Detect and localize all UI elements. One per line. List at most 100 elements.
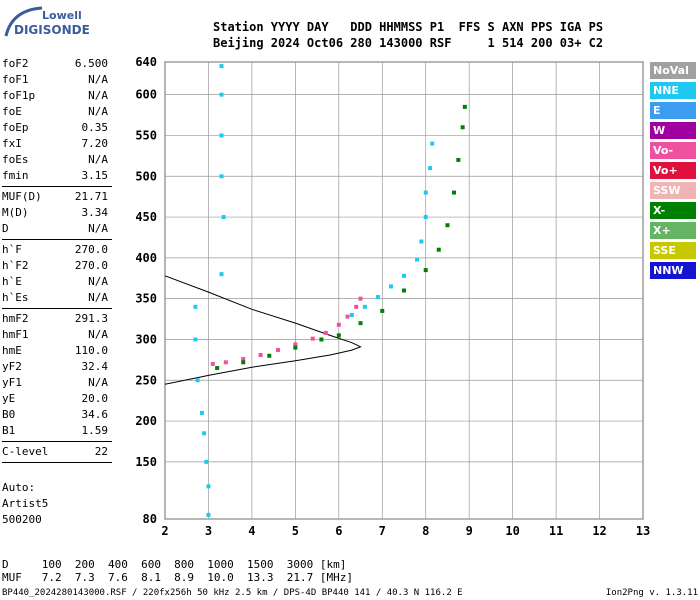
echo-point (460, 125, 465, 130)
y-tick-label: 400 (135, 251, 157, 265)
muf-table: D 100 200 400 600 800 1000 1500 3000 [km… (2, 558, 353, 584)
param-label: h`Es (2, 291, 29, 304)
param-value: 6.500 (74, 57, 108, 70)
param-label: fmin (2, 169, 29, 182)
param-value: 34.6 (81, 408, 109, 421)
legend-item: NNE (650, 82, 696, 99)
param-value: N/A (88, 89, 108, 102)
param-label: yF1 (2, 376, 22, 389)
x-tick-label: 6 (335, 524, 342, 538)
param-label: h`F2 (2, 259, 29, 272)
echo-point (193, 304, 198, 309)
param-separator (2, 186, 112, 187)
echo-point (456, 157, 461, 162)
legend-item: X+ (650, 222, 696, 239)
param-row: B1 1.59 (2, 423, 112, 439)
scaled-parameters-panel: foF2 6.500 foF1 N/A foF1p N/A foE N/A foEp 0.35 fx… (2, 56, 112, 465)
y-tick-label: 450 (135, 210, 157, 224)
echo-point (380, 308, 385, 313)
param-row: foEp 0.35 (2, 120, 112, 136)
echo-point (323, 330, 328, 335)
echo-point (219, 92, 224, 97)
echo-point (193, 337, 198, 342)
param-value: 3.15 (81, 169, 109, 182)
echo-point (362, 304, 367, 309)
x-tick-label: 3 (205, 524, 212, 538)
echo-point (258, 352, 263, 357)
electron-density-profile (164, 275, 362, 385)
y-tick-label: 600 (135, 88, 157, 102)
x-tick-label: 12 (592, 524, 606, 538)
echo-point (219, 272, 224, 277)
param-row: fxI 7.20 (2, 136, 112, 152)
echo-point (428, 166, 433, 171)
x-tick-label: 11 (549, 524, 563, 538)
file-info-footer: BP440_2024280143000.RSF / 220fx256h 50 k… (2, 588, 463, 598)
param-value: N/A (88, 291, 108, 304)
x-tick-label: 7 (379, 524, 386, 538)
header-line-1: Station YYYY DAY DDD HHMMSS P1 FFS S AXN… (213, 20, 604, 34)
legend-item: NoVal (650, 62, 696, 79)
param-value: 270.0 (74, 259, 108, 272)
echo-point (241, 357, 246, 362)
param-separator (2, 441, 112, 442)
param-label: foF1 (2, 73, 29, 86)
echo-point (219, 174, 224, 179)
legend-item: X- (650, 202, 696, 219)
param-value: 110.0 (74, 344, 108, 357)
param-label: yF2 (2, 360, 22, 373)
echo-point (415, 257, 420, 262)
param-value: 270.0 (74, 243, 108, 256)
x-tick-label: 4 (248, 524, 255, 538)
legend-item: NNW (650, 262, 696, 279)
legend-item: E (650, 102, 696, 119)
param-row: h`E N/A (2, 274, 112, 290)
param-row: M(D) 3.34 (2, 205, 112, 221)
echo-point (195, 378, 200, 383)
param-separator (2, 308, 112, 309)
param-label: D (2, 222, 9, 235)
param-value: N/A (88, 275, 108, 288)
param-row: yE 20.0 (2, 391, 112, 407)
station-header: Station YYYY DAY DDD HHMMSS P1 FFS S AXN… (213, 19, 603, 51)
logo-swoosh-icon (4, 6, 43, 37)
echo-point (221, 215, 226, 220)
param-label: foEs (2, 153, 29, 166)
x-tick-label: 10 (505, 524, 519, 538)
echo-point (402, 288, 406, 293)
echo-point (241, 360, 246, 365)
echo-point (423, 215, 428, 220)
echo-point (358, 321, 363, 326)
y-tick-label: 500 (135, 169, 157, 183)
param-label: h`F (2, 243, 22, 256)
muf-value-row: MUF 7.2 7.3 7.6 8.1 8.9 10.0 13.3 21.7 [… (2, 571, 353, 584)
param-label: hmF2 (2, 312, 29, 325)
param-label: hmF1 (2, 328, 29, 341)
param-row: D N/A (2, 221, 112, 237)
y-tick-label: 350 (135, 292, 157, 306)
param-value: 32.4 (81, 360, 109, 373)
param-value: 22 (94, 445, 108, 458)
param-row: hmE 110.0 (2, 343, 112, 359)
param-label: M(D) (2, 206, 29, 219)
echo-point (219, 133, 224, 138)
x-tick-label: 5 (292, 524, 299, 538)
param-value: N/A (88, 73, 108, 86)
x-tick-label: 13 (636, 524, 650, 538)
legend-item: SSE (650, 242, 696, 259)
legend-item: Vo- (650, 142, 696, 159)
auto-artist: Artist5 (2, 497, 49, 510)
param-label: foF1p (2, 89, 36, 102)
y-tick-label: 300 (135, 332, 157, 346)
echo-point (336, 333, 341, 338)
legend-item: SSW (650, 182, 696, 199)
echo-point (375, 295, 380, 300)
param-row: MUF(D) 21.71 (2, 189, 112, 205)
param-row: foEs N/A (2, 152, 112, 168)
param-row: foF1p N/A (2, 88, 112, 104)
x-tick-label: 8 (422, 524, 429, 538)
echo-point (402, 273, 406, 278)
param-row: hmF1 N/A (2, 327, 112, 343)
polarization-legend: NoVal NNE E W Vo- Vo+ SSW X- X+ SSE NNW (650, 62, 696, 282)
